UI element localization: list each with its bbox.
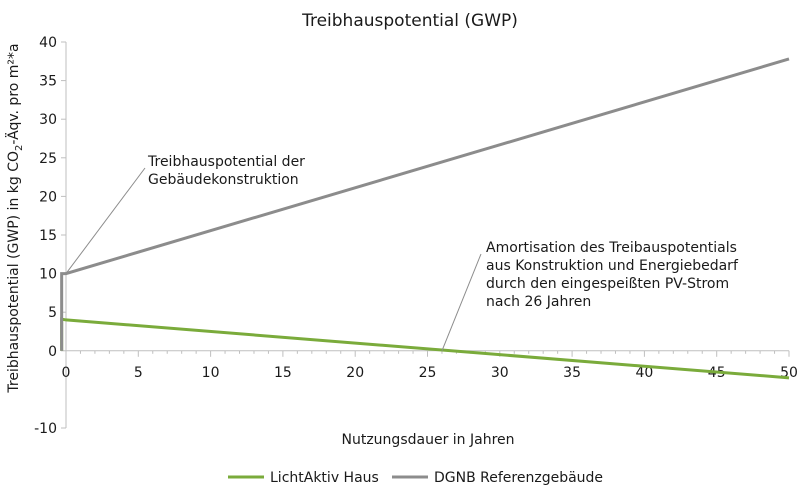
y-tick-label: 30 [39,112,57,128]
series-lines [60,57,790,380]
x-axis-title: Nutzungsdauer in Jahren [342,432,515,448]
annotation-text-line: Treibhauspotential der [147,154,305,170]
x-tick-label: 5 [134,365,143,381]
y-axis-title-subscript: 2 [14,145,25,151]
x-tick-label: 30 [491,365,509,381]
annotation-text-line: nach 26 Jahren [486,294,591,310]
annotation-text: Amortisation des Treibauspotentials aus K… [486,240,739,310]
y-tick-label: 25 [39,151,57,167]
legend-label-lichtaktiv: LichtAktiv Haus [270,470,379,486]
x-tick-label: 25 [419,365,437,381]
y-axis-title-prefix: Treibhauspotential (GWP) in kg CO [6,151,22,394]
annotation-text-line: Gebäudekonstruktion [148,172,299,188]
chart-title: Treibhauspotential (GWP) [301,11,518,31]
legend: LichtAktiv Haus DGNB Referenzgebäude [228,470,603,486]
annotation-leader-line [65,167,146,274]
x-tick-label: 35 [563,365,581,381]
series-line-dgnb-referenzgebaeude [60,57,790,351]
x-tick-label: 15 [274,365,292,381]
y-tick-label: 20 [39,189,57,205]
x-tick-label: 0 [62,365,71,381]
y-tick-label: 35 [39,74,57,90]
y-tick-label: -10 [34,421,57,437]
y-axis-title: Treibhauspotential (GWP) in kg CO2-Äqv. … [4,43,25,393]
annotation-text-line: durch den eingespeißten PV-Strom [486,276,729,292]
annotation-text-line: Amortisation des Treibauspotentials [486,240,737,256]
annotation-text: Treibhauspotential der Gebäudekonstruktio… [147,154,305,188]
annotation-text-line: aus Konstruktion und Energiebedarf [486,258,739,274]
y-tick-label: 0 [48,344,57,360]
y-tick-label: 5 [48,305,57,321]
y-tick-label: 40 [39,35,57,51]
x-tick-label: 20 [346,365,364,381]
x-tick-label: 40 [635,365,653,381]
annotations: Treibhauspotential der Gebäudekonstruktio… [65,154,739,351]
x-tick-label: 10 [202,365,220,381]
annotation-leader-line [441,253,482,351]
legend-label-dgnb: DGNB Referenzgebäude [434,470,603,486]
y-tick-label: 15 [39,228,57,244]
y-axis-title-suffix: -Äqv. pro m²*a [4,43,22,144]
y-tick-label: 10 [39,267,57,283]
